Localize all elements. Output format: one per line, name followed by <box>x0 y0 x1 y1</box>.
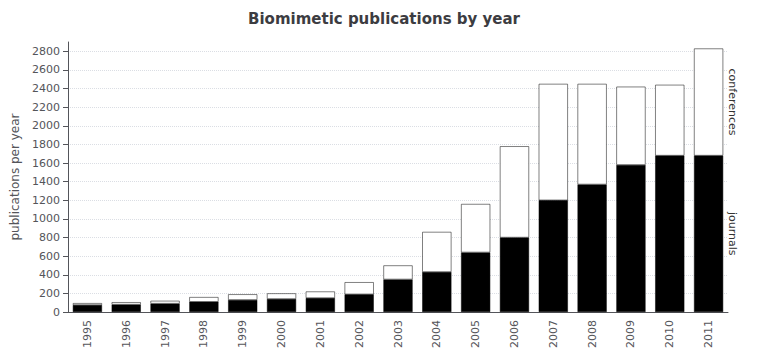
svg-text:2004: 2004 <box>430 320 443 348</box>
svg-text:1200: 1200 <box>32 194 60 207</box>
svg-text:2001: 2001 <box>314 320 327 348</box>
svg-text:1995: 1995 <box>81 320 94 348</box>
svg-text:1600: 1600 <box>32 157 60 170</box>
svg-text:2011: 2011 <box>702 320 715 348</box>
svg-text:1999: 1999 <box>236 320 249 348</box>
svg-text:800: 800 <box>39 231 60 244</box>
svg-text:2003: 2003 <box>392 320 405 348</box>
svg-text:2600: 2600 <box>32 63 60 76</box>
svg-text:2008: 2008 <box>586 320 599 348</box>
svg-text:2002: 2002 <box>353 320 366 348</box>
svg-text:2006: 2006 <box>508 320 521 348</box>
svg-text:2200: 2200 <box>32 101 60 114</box>
svg-text:journals: journals <box>726 211 739 256</box>
svg-text:2010: 2010 <box>663 320 676 348</box>
svg-text:publications per year: publications per year <box>8 113 22 240</box>
svg-text:0: 0 <box>53 306 60 319</box>
svg-text:1400: 1400 <box>32 175 60 188</box>
svg-text:Biomimetic publications by yea: Biomimetic publications by year <box>248 10 521 28</box>
svg-text:2005: 2005 <box>469 320 482 348</box>
svg-text:1800: 1800 <box>32 138 60 151</box>
svg-text:2000: 2000 <box>32 119 60 132</box>
svg-text:2800: 2800 <box>32 45 60 58</box>
svg-text:2007: 2007 <box>547 320 560 348</box>
svg-text:2009: 2009 <box>624 320 637 348</box>
svg-text:1000: 1000 <box>32 212 60 225</box>
svg-text:1998: 1998 <box>197 320 210 348</box>
svg-text:1996: 1996 <box>120 320 133 348</box>
svg-text:conferences: conferences <box>726 69 739 136</box>
svg-text:200: 200 <box>39 287 60 300</box>
svg-text:1997: 1997 <box>159 320 172 348</box>
svg-text:400: 400 <box>39 268 60 281</box>
svg-text:2400: 2400 <box>32 82 60 95</box>
svg-text:600: 600 <box>39 250 60 263</box>
svg-text:2000: 2000 <box>275 320 288 348</box>
